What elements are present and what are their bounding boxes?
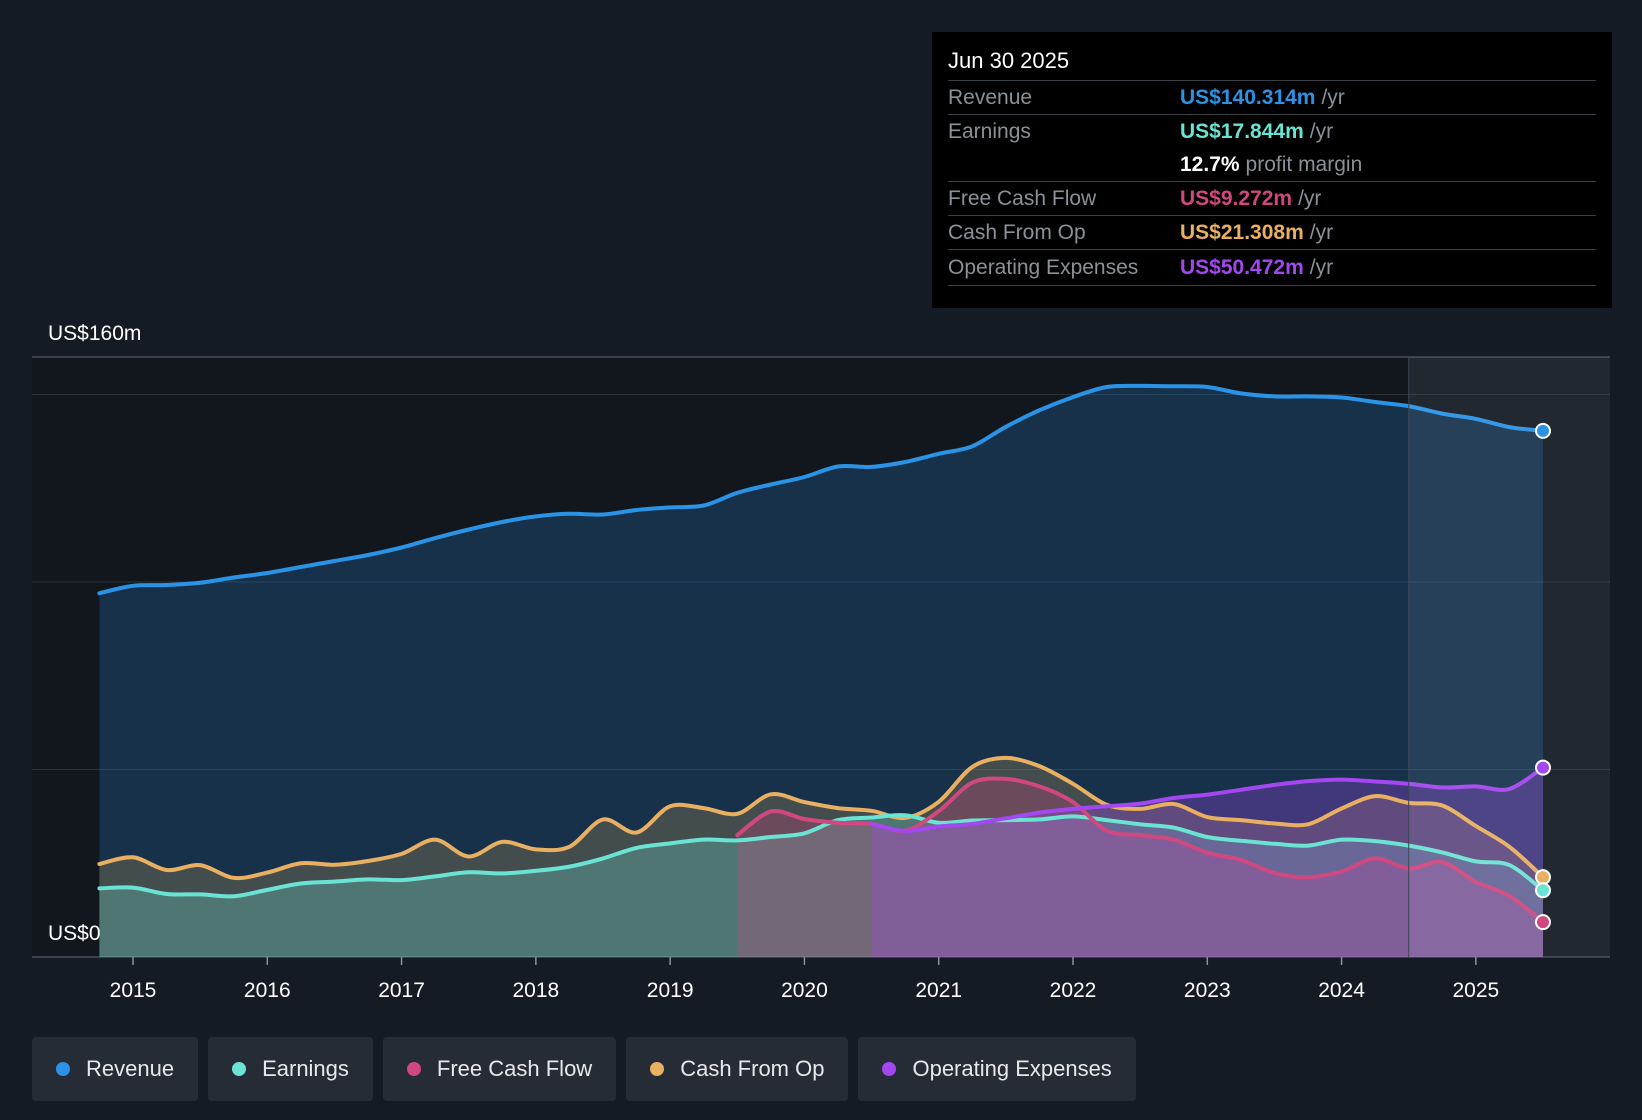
tooltip-unit: /yr (1309, 220, 1334, 244)
legend-item-cash-from-op[interactable]: Cash From Op (626, 1037, 849, 1101)
legend-label: Earnings (262, 1056, 349, 1081)
cfo-dot-icon (650, 1062, 665, 1076)
earnings-dot-icon (232, 1062, 247, 1076)
legend-label: Operating Expenses (912, 1056, 1112, 1081)
x-tick-label: 2017 (378, 979, 425, 1002)
legend-label: Revenue (86, 1056, 175, 1081)
tooltip-value: US$21.308m (1180, 220, 1304, 244)
x-tick-label: 2019 (647, 979, 694, 1002)
tooltip-row-revenue: Revenue US$140.314m /yr (948, 80, 1596, 114)
x-tick-label: 2015 (110, 979, 157, 1002)
earnings-endpoint (1535, 882, 1551, 899)
tooltip-value: US$9.272m (1180, 186, 1293, 210)
earnings-area (99, 815, 1543, 957)
x-tick-label: 2021 (915, 979, 962, 1002)
opex-endpoint (1535, 759, 1551, 776)
tooltip-value: US$17.844m (1180, 119, 1304, 143)
tooltip-label: Operating Expenses (948, 255, 1139, 279)
x-tick-label: 2022 (1050, 979, 1097, 1002)
opex-line (869, 765, 1545, 834)
y-axis-bottom-label: US$0 (48, 922, 101, 945)
legend-item-earnings[interactable]: Earnings (208, 1037, 373, 1101)
tooltip-label: Earnings (948, 119, 1031, 143)
past-background (32, 357, 1409, 957)
tooltip-label: Free Cash Flow (948, 186, 1097, 210)
legend-item-operating-expenses[interactable]: Operating Expenses (858, 1037, 1136, 1101)
tooltip-unit: /yr (1309, 119, 1334, 143)
tooltip-value: 12.7% (1180, 152, 1240, 176)
tooltip-row-fcf: Free Cash Flow US$9.272m /yr (948, 181, 1596, 215)
x-tick-label: 2024 (1318, 979, 1365, 1002)
tooltip-value: US$140.314m (1180, 85, 1316, 109)
tooltip-row-opex: Operating Expenses US$50.472m /yr (948, 249, 1596, 286)
opex-dot-icon (882, 1062, 897, 1076)
tooltip-unit: /yr (1309, 255, 1334, 279)
cfo-endpoint (1535, 869, 1551, 886)
legend: Revenue Earnings Free Cash Flow Cash Fro… (32, 1037, 1136, 1101)
tooltip-date: Jun 30 2025 (948, 48, 1070, 73)
revenue-line (97, 383, 1545, 596)
tooltip-row-margin: 12.7% profit margin (948, 148, 1596, 181)
x-tick-label: 2025 (1452, 979, 1499, 1002)
tooltip-unit: profit margin (1245, 152, 1363, 176)
fcf-endpoint (1535, 914, 1551, 931)
cfo-line (97, 755, 1545, 881)
legend-item-free-cash-flow[interactable]: Free Cash Flow (382, 1037, 617, 1101)
tooltip-row-earnings: Earnings US$17.844m /yr (948, 114, 1596, 148)
fcf-dot-icon (406, 1062, 421, 1076)
opex-area (871, 767, 1543, 957)
tooltip-panel: Jun 30 2025 Revenue US$140.314m /yr Earn… (932, 32, 1612, 308)
x-tick-label: 2020 (781, 979, 828, 1002)
tooltip-unit: /yr (1321, 85, 1345, 109)
revenue-area (99, 385, 1543, 957)
y-axis-top-label: US$160m (48, 322, 141, 345)
x-tick-label: 2023 (1184, 979, 1231, 1002)
tooltip-row-cfo: Cash From Op US$21.308m /yr (948, 215, 1596, 249)
x-tick-label: 2018 (512, 979, 559, 1002)
legend-label: Cash From Op (680, 1056, 825, 1081)
x-tick-label: 2016 (244, 979, 291, 1002)
revenue-dot-icon (56, 1062, 70, 1076)
tooltip-unit: /yr (1298, 186, 1322, 210)
tooltip-value: US$50.472m (1180, 255, 1304, 279)
legend-label: Free Cash Flow (436, 1056, 593, 1081)
earnings-line (97, 813, 1545, 899)
tooltip-label: Cash From Op (948, 220, 1086, 244)
legend-item-revenue[interactable]: Revenue (32, 1037, 199, 1101)
forecast-shade (1408, 357, 1610, 957)
tooltip-label: Revenue (948, 85, 1033, 109)
revenue-endpoint (1535, 422, 1551, 439)
